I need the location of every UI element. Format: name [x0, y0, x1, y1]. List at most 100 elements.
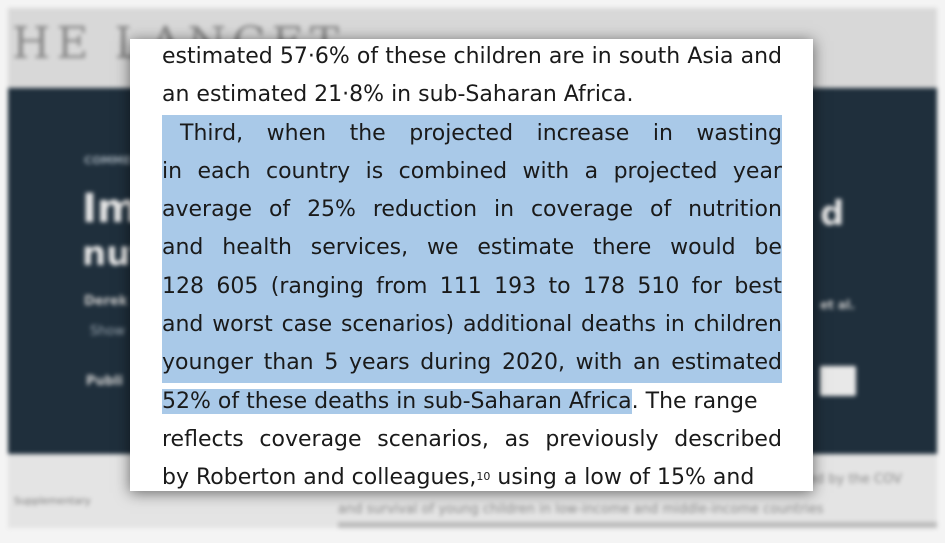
word: reflects [162, 426, 244, 452]
word: 605 [216, 273, 259, 299]
word: 111 [439, 273, 482, 299]
text-line-with-citation: by Roberton and colleagues,10 using a lo… [162, 459, 782, 491]
word: estimated [671, 350, 782, 376]
word: coverage [259, 426, 362, 452]
word: additional [462, 312, 573, 338]
body-text-fragment: ed by the COV [808, 472, 902, 487]
word: in [162, 158, 183, 184]
text-segment: by Roberton and colleagues, [162, 465, 477, 491]
text-line: an estimated 21·8% in sub-Saharan Africa… [162, 82, 634, 108]
word: coverage [530, 197, 634, 223]
word: years [349, 350, 410, 376]
text-line: estimated 57·6% of these children are in south A… [162, 39, 782, 76]
word: health [222, 235, 292, 261]
word: Asia [687, 44, 734, 69]
word: Third, [180, 120, 244, 146]
article-paragraph: estimated 57·6% of these children are in south A… [162, 39, 782, 491]
word: as [504, 426, 530, 452]
published-label: Publi [86, 374, 124, 389]
word: 2020, [501, 350, 565, 376]
word: would [670, 235, 736, 261]
word: country [266, 158, 351, 184]
word: projected [613, 158, 718, 184]
word: in [664, 312, 685, 338]
word: case [281, 312, 333, 338]
article-title-right-fragment: d [820, 194, 845, 234]
word: 25% [307, 197, 356, 223]
word: than [263, 350, 314, 376]
body-text-line: and survival of young children in low-in… [338, 502, 824, 517]
word: in [494, 197, 515, 223]
text-segment: using a low of 15% and [490, 465, 755, 491]
word: each [197, 158, 251, 184]
word: average [162, 197, 253, 223]
unhighlighted-segment: . The range [631, 388, 758, 414]
word: wasting [696, 120, 782, 146]
word: of [268, 197, 291, 223]
author-name[interactable]: Derek [84, 294, 128, 309]
body-text-line-blur [338, 522, 937, 528]
word: year [732, 158, 782, 184]
word: scenarios, [377, 426, 489, 452]
citation-reference[interactable]: 10 [476, 470, 491, 484]
word: previously [545, 426, 659, 452]
word: estimate [477, 235, 575, 261]
word: in [591, 44, 612, 69]
highlighted-line: 128 605 (ranging from 111 193 to 178 510 for best [162, 267, 782, 307]
zoomed-text-card: estimated 57·6% of these children are in south A… [130, 39, 813, 491]
word: to [548, 273, 571, 299]
word: best [734, 273, 782, 299]
word: described [674, 426, 782, 452]
word: an [633, 350, 661, 376]
word: a [584, 158, 599, 184]
word: from [376, 273, 428, 299]
word: (ranging [270, 273, 364, 299]
word: for [691, 273, 722, 299]
word: children [453, 44, 542, 69]
author-etal: et al. [820, 298, 855, 312]
text-line: reflects coverage scenarios, as previously de… [162, 421, 782, 459]
highlighted-line: younger than 5 years during 2020, with an estima… [162, 344, 782, 383]
highlighted-line: average of 25% reduction in coverage of nutriti… [162, 191, 782, 230]
word: deaths [581, 312, 657, 338]
header-action-button[interactable] [820, 366, 856, 396]
show-more-link[interactable]: Show [90, 324, 126, 339]
word: reduction [372, 197, 478, 223]
word: in [652, 120, 673, 146]
word: of [356, 44, 379, 69]
word: increase [536, 120, 630, 146]
word: during [420, 350, 492, 376]
word: there [593, 235, 652, 261]
word: combined [398, 158, 508, 184]
word: 5 [324, 350, 339, 376]
word: worst [212, 312, 273, 338]
word: these [385, 44, 447, 69]
word: 193 [494, 273, 537, 299]
word: with [522, 158, 570, 184]
word: is [365, 158, 384, 184]
word: nutrition [688, 197, 782, 223]
word: 128 [162, 273, 204, 299]
word: and [162, 235, 204, 261]
word: with [575, 350, 623, 376]
word: 178 [582, 273, 625, 299]
word: 510 [637, 273, 680, 299]
word: services, [310, 235, 409, 261]
supplementary-label[interactable]: Supplementary [14, 496, 91, 507]
word: when [266, 120, 327, 146]
word: scenarios) [340, 312, 455, 338]
word: of [649, 197, 672, 223]
highlighted-segment: 52% of these deaths in sub-Saharan Afric… [162, 388, 632, 414]
highlighted-line: and health services, we estimate there would be [162, 229, 782, 268]
text-line-partial-highlight: 52% of these deaths in sub-Saharan Afric… [162, 383, 782, 421]
word: younger [162, 350, 253, 376]
word: south [618, 44, 681, 69]
highlighted-line: in each country is combined with a projected yea… [162, 152, 782, 192]
word: and [162, 312, 204, 338]
word: are [548, 44, 585, 69]
highlighted-line: and worst case scenarios) additional deaths in… [162, 306, 782, 345]
word: the [349, 120, 386, 146]
word: children [693, 312, 782, 338]
highlighted-line: Third, when the projected increase in wasting [162, 114, 782, 153]
word: be [754, 235, 782, 261]
